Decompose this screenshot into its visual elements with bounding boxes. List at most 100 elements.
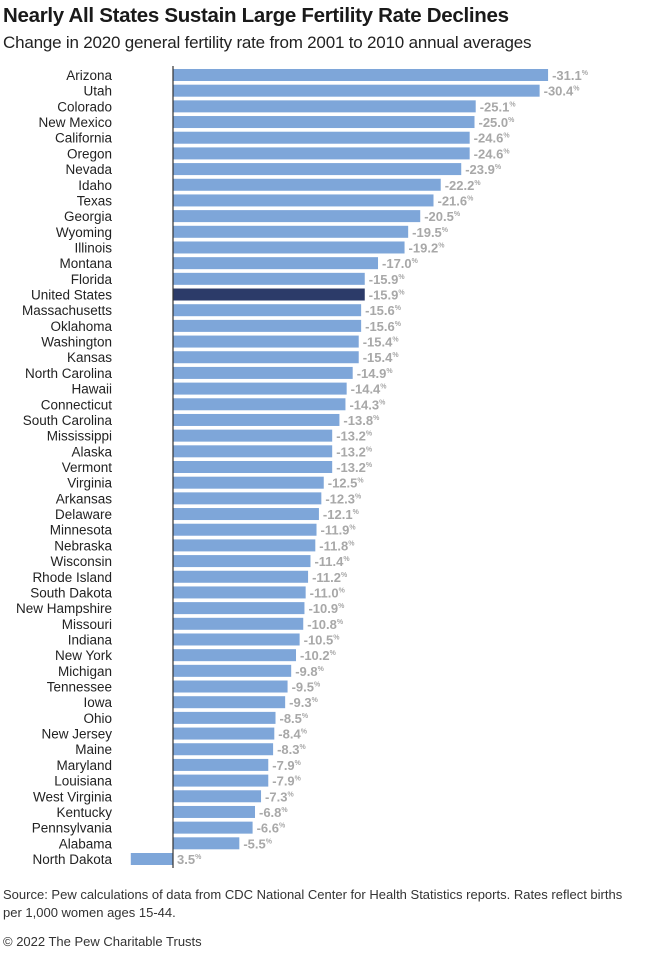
data-label: -14.3%: [349, 397, 386, 412]
bar-chart: Arizona -31.1% Utah -30.4% Colorado -25.1% New…: [16, 66, 589, 868]
category-label: United States: [31, 288, 112, 303]
bar: [173, 743, 274, 756]
category-label: Utah: [83, 84, 112, 99]
data-label: -13.2%: [336, 429, 373, 444]
category-label: Connecticut: [41, 397, 113, 412]
bar: [173, 210, 421, 223]
category-label: North Carolina: [25, 366, 113, 381]
data-label: -15.4%: [363, 350, 400, 365]
bar: [173, 727, 275, 740]
bar: [173, 790, 262, 803]
category-label: Wisconsin: [50, 554, 112, 569]
data-label: -15.6%: [365, 319, 402, 334]
category-label: Virginia: [67, 476, 112, 491]
chart-subtitle: Change in 2020 general fertility rate fr…: [3, 33, 532, 52]
category-label: Oregon: [67, 146, 112, 161]
data-label: -15.9%: [369, 288, 406, 303]
data-label: -19.2%: [409, 240, 446, 255]
bar: [173, 335, 359, 348]
bar: [173, 837, 240, 850]
data-label: -13.8%: [343, 413, 380, 428]
data-label: -21.6%: [437, 193, 474, 208]
category-label: Colorado: [57, 99, 112, 114]
data-label: -11.2%: [312, 570, 348, 585]
data-label: -22.2%: [445, 178, 482, 193]
bar: [173, 711, 276, 724]
category-label: Vermont: [62, 460, 113, 475]
data-label: -10.8%: [307, 617, 344, 632]
category-label: Rhode Island: [32, 570, 112, 585]
data-label: -12.3%: [325, 491, 362, 506]
bar: [173, 555, 311, 568]
category-label: Michigan: [58, 664, 112, 679]
bar: [173, 272, 365, 285]
copyright: © 2022 The Pew Charitable Trusts: [3, 934, 202, 949]
data-label: -8.4%: [278, 727, 307, 742]
category-label: Nebraska: [54, 538, 112, 553]
bar: [173, 100, 476, 113]
bar: [173, 225, 409, 238]
data-label: -10.9%: [308, 601, 345, 616]
category-label: Georgia: [64, 209, 113, 224]
category-label: Montana: [59, 256, 112, 271]
source-note: Source: Pew calculations of data from CD…: [3, 887, 623, 920]
bar: [173, 461, 333, 473]
bar: [173, 602, 305, 615]
category-label: New York: [55, 648, 112, 663]
bar: [173, 523, 317, 536]
bar: [173, 304, 362, 317]
chart-title: Nearly All States Sustain Large Fertilit…: [3, 4, 509, 27]
data-label: -30.4%: [544, 84, 581, 99]
bar: [173, 805, 256, 818]
category-label: Kentucky: [56, 805, 112, 820]
bar: [173, 147, 470, 160]
bar: [173, 508, 319, 521]
bar: [173, 696, 286, 709]
category-label: Oklahoma: [50, 319, 112, 334]
bar: [173, 445, 333, 458]
category-label: Wyoming: [56, 225, 112, 240]
bar: [173, 821, 253, 834]
data-label: -31.1%: [552, 68, 589, 83]
bar: [173, 319, 362, 332]
category-label: Minnesota: [50, 523, 113, 538]
data-label: -11.4%: [314, 554, 350, 569]
category-label: Mississippi: [47, 429, 112, 444]
data-label: -7.3%: [265, 789, 294, 804]
category-label: Nevada: [65, 162, 112, 177]
category-label: West Virginia: [33, 789, 113, 804]
bar: [173, 586, 306, 599]
data-label: -5.5%: [243, 836, 272, 851]
bar: [173, 492, 322, 505]
bar: [173, 69, 549, 81]
bar: [173, 664, 292, 677]
data-label: -12.1%: [323, 507, 360, 522]
data-label: -6.6%: [257, 821, 286, 836]
bar: [130, 853, 173, 865]
data-label: -7.9%: [272, 758, 301, 773]
data-label: -12.5%: [328, 476, 365, 491]
bar: [173, 413, 340, 426]
data-label: -17.0%: [382, 256, 419, 271]
category-label: North Dakota: [32, 852, 112, 867]
category-label: New Hampshire: [16, 601, 112, 616]
category-label: Tennessee: [47, 680, 112, 695]
bar: [173, 680, 288, 693]
data-label: -9.5%: [292, 680, 321, 695]
category-label: Texas: [77, 193, 113, 208]
bar: [173, 570, 309, 583]
category-label: Maryland: [56, 758, 112, 773]
bar: [173, 84, 540, 97]
category-label: Louisiana: [54, 774, 112, 789]
category-label: Illinois: [74, 240, 112, 255]
data-label: -25.0%: [479, 115, 516, 130]
bar: [173, 617, 304, 630]
bar: [173, 194, 434, 207]
bar: [173, 649, 297, 662]
data-label: -14.4%: [351, 382, 388, 397]
data-label: -15.6%: [365, 303, 402, 318]
data-label: -8.5%: [280, 711, 309, 726]
data-label: -8.3%: [277, 742, 306, 757]
category-label: South Carolina: [23, 413, 113, 428]
